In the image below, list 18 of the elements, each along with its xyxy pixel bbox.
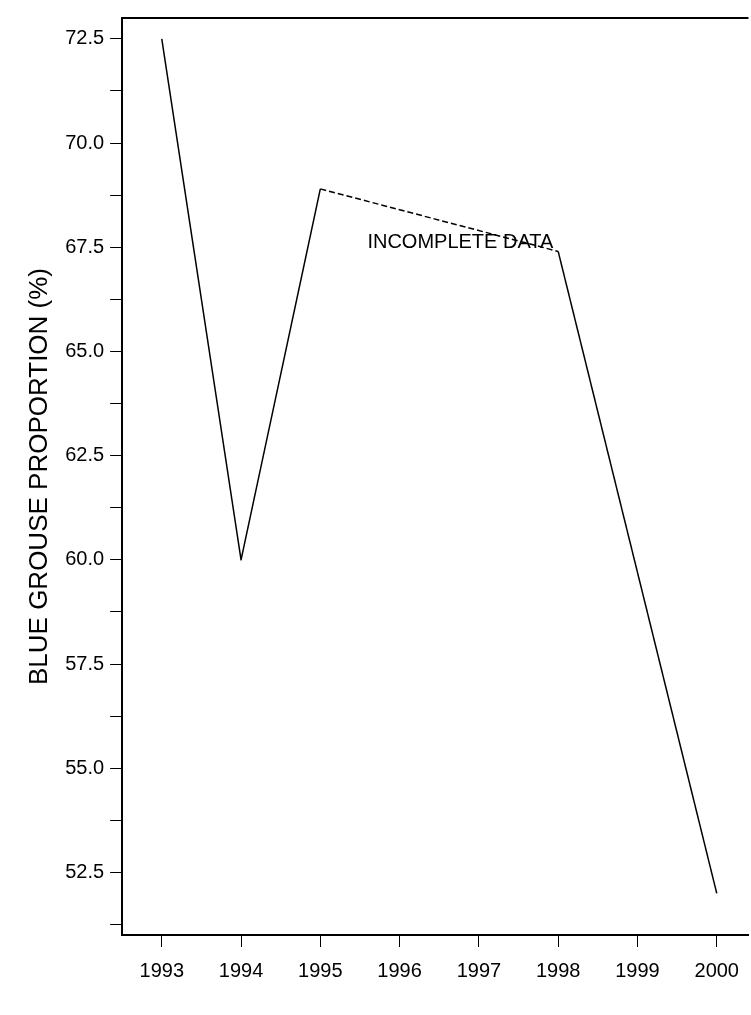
x-tick-label: 1993 xyxy=(139,958,185,981)
x-tick-label: 1996 xyxy=(377,958,422,981)
y-tick-label: 60.0 xyxy=(65,547,105,570)
y-tick-label: 67.5 xyxy=(65,234,105,257)
y-tick-label: 62.5 xyxy=(65,443,105,466)
y-axis-title: BLUE GROUSE PROPORTION (%) xyxy=(22,267,53,686)
y-tick-label: 55.0 xyxy=(65,755,105,778)
x-tick-label: 1999 xyxy=(615,958,660,981)
x-tick-label: 1997 xyxy=(456,958,502,981)
y-tick-label: 65.0 xyxy=(65,338,105,361)
x-tick-label: 1998 xyxy=(535,958,581,981)
y-tick-label: 72.5 xyxy=(65,26,105,49)
x-tick-label: 2000 xyxy=(694,958,739,981)
y-tick-label: 70.0 xyxy=(65,130,105,153)
y-tick-label: 57.5 xyxy=(65,651,105,674)
x-tick-label: 1995 xyxy=(298,958,343,981)
y-tick-label: 52.5 xyxy=(65,859,105,882)
x-tick-label: 1994 xyxy=(218,958,264,981)
